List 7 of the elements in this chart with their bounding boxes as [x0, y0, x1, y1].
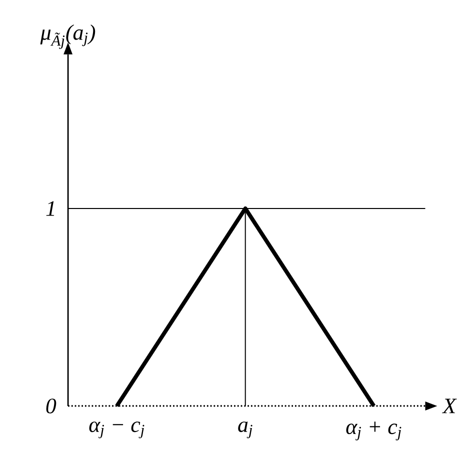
x-tick-label: α$_{j}$ − c$_{j}$	[89, 422, 144, 438]
x-tick-label: a$_{j}$	[238, 422, 252, 438]
y-tick-label: 1	[46, 201, 54, 216]
x-tick-label: α$_{j}$ + c$_{j}$	[346, 422, 402, 440]
x-axis-title: X	[442, 398, 457, 414]
y-tick-label: 0	[46, 398, 56, 414]
y-axis-title: μ$_{Ãj}$(a$_{j}$)	[40, 24, 96, 49]
